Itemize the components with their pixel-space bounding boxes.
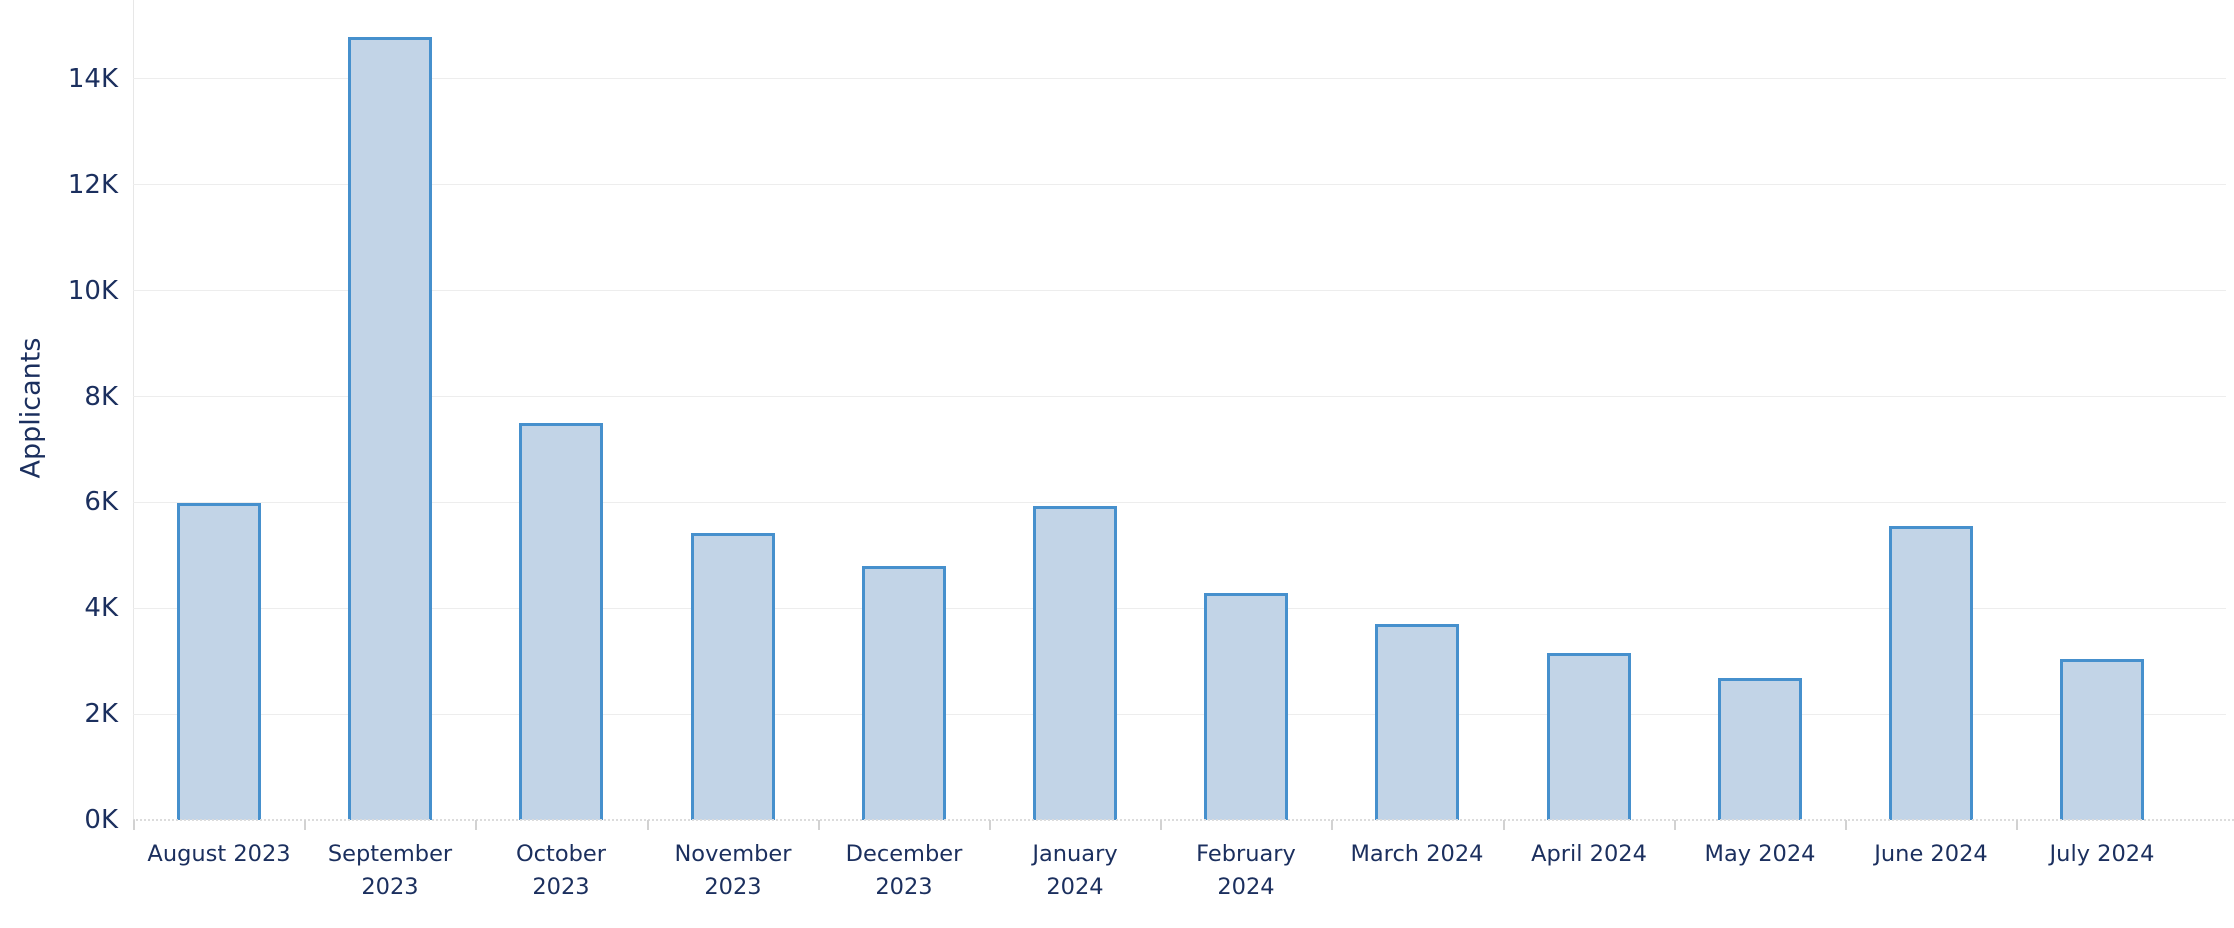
gridline-8k bbox=[133, 396, 2226, 398]
bar-april-2024[interactable] bbox=[1547, 653, 1631, 820]
bar-june-2024[interactable] bbox=[1889, 526, 1973, 820]
x-axis-label-february-2024: February 2024 bbox=[1196, 841, 1296, 900]
y-tick-label-4k: 4K bbox=[84, 593, 118, 624]
gridline-12k bbox=[133, 184, 2226, 186]
gridline-10k bbox=[133, 290, 2226, 292]
bar-july-2024[interactable] bbox=[2060, 659, 2144, 820]
x-tick-boundary bbox=[989, 820, 991, 830]
x-axis-label-august-2023: August 2023 bbox=[147, 841, 291, 867]
gridline-6k bbox=[133, 501, 2226, 503]
gridline-2k bbox=[133, 713, 2226, 715]
bar-december-2023[interactable] bbox=[862, 566, 946, 820]
y-tick-label-2k: 2K bbox=[84, 699, 118, 730]
x-tick-boundary bbox=[2016, 820, 2018, 830]
bar-march-2024[interactable] bbox=[1375, 624, 1459, 820]
x-tick-boundary bbox=[475, 820, 477, 830]
bar-august-2023[interactable] bbox=[177, 503, 261, 820]
gridline-4k bbox=[133, 607, 2226, 609]
y-tick-label-8k: 8K bbox=[84, 381, 118, 412]
y-tick-label-6k: 6K bbox=[84, 487, 118, 518]
x-axis-label-january-2024: January 2024 bbox=[1032, 841, 1118, 900]
x-axis-label-march-2024: March 2024 bbox=[1350, 841, 1484, 867]
y-tick-label-10k: 10K bbox=[67, 275, 118, 306]
bar-february-2024[interactable] bbox=[1204, 593, 1288, 820]
x-tick-boundary bbox=[304, 820, 306, 830]
x-tick-boundary bbox=[1331, 820, 1333, 830]
bar-january-2024[interactable] bbox=[1033, 506, 1117, 820]
x-tick-boundary bbox=[1160, 820, 1162, 830]
x-axis-line bbox=[133, 819, 2234, 821]
x-axis-label-october-2023: October 2023 bbox=[515, 841, 607, 900]
bar-september-2023[interactable] bbox=[348, 37, 432, 820]
x-tick-boundary bbox=[647, 820, 649, 830]
x-tick-boundary bbox=[1845, 820, 1847, 830]
x-axis-label-september-2023: September 2023 bbox=[327, 841, 453, 900]
x-axis-label-june-2024: June 2024 bbox=[1874, 841, 1988, 867]
bar-october-2023[interactable] bbox=[519, 423, 603, 820]
x-axis-label-may-2024: May 2024 bbox=[1704, 841, 1816, 867]
y-axis-line bbox=[133, 0, 134, 820]
gridline-14k bbox=[133, 78, 2226, 80]
x-axis-label-july-2024: July 2024 bbox=[2049, 841, 2155, 867]
x-axis-label-december-2023: December 2023 bbox=[845, 841, 963, 900]
x-axis-label-november-2023: November 2023 bbox=[674, 841, 792, 900]
bar-november-2023[interactable] bbox=[691, 533, 775, 820]
bar-may-2024[interactable] bbox=[1718, 678, 1802, 820]
y-tick-label-14k: 14K bbox=[67, 63, 118, 94]
x-tick-boundary bbox=[1674, 820, 1676, 830]
y-tick-label-0k: 0K bbox=[84, 805, 118, 835]
x-tick-boundary bbox=[1503, 820, 1505, 830]
x-tick-boundary bbox=[133, 820, 135, 830]
x-axis-label-april-2024: April 2024 bbox=[1531, 841, 1647, 867]
y-tick-label-12k: 12K bbox=[67, 169, 118, 200]
x-tick-boundary bbox=[818, 820, 820, 830]
